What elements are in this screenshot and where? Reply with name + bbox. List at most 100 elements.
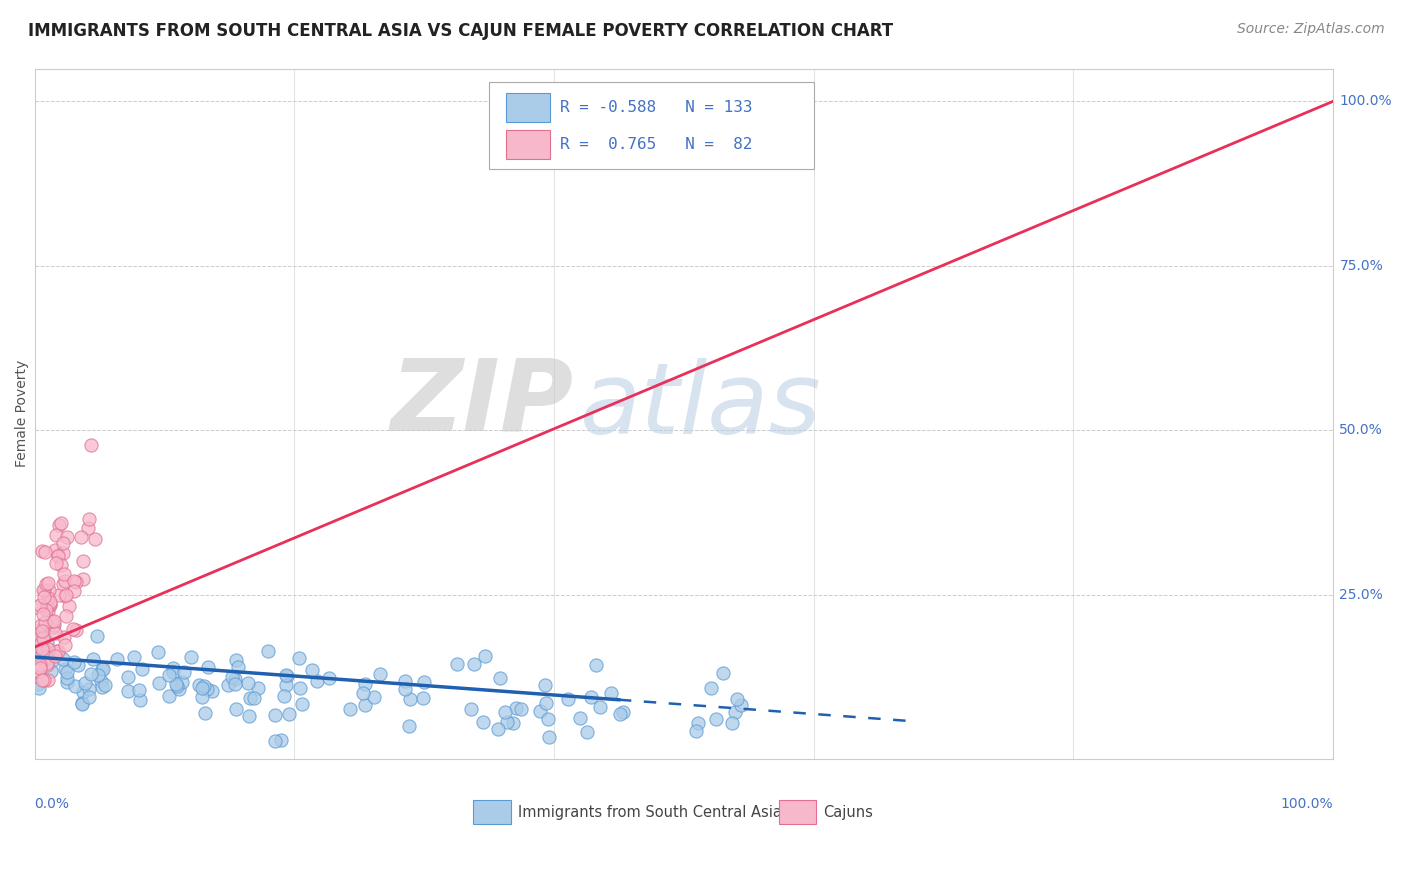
- Point: [37, 591, 59, 605]
- Point: [35, 599, 58, 613]
- Point: [238, 709, 260, 723]
- Point: [77, 681, 100, 696]
- Point: [201, 683, 224, 698]
- Point: [32, 607, 55, 621]
- Point: [412, 675, 434, 690]
- Point: [276, 668, 298, 682]
- Point: [394, 682, 416, 697]
- Point: [30, 636, 52, 650]
- Point: [58, 599, 80, 614]
- Point: [412, 691, 434, 706]
- Point: [32, 641, 55, 656]
- Point: [52, 536, 75, 550]
- Point: [44, 542, 66, 557]
- Point: [273, 690, 295, 704]
- FancyBboxPatch shape: [506, 94, 550, 122]
- Point: [122, 649, 145, 664]
- Point: [191, 690, 214, 705]
- Point: [257, 644, 280, 658]
- Point: [27, 650, 49, 665]
- Point: [129, 692, 152, 706]
- Text: atlas: atlas: [579, 359, 821, 455]
- Point: [34, 630, 56, 644]
- Point: [226, 659, 249, 673]
- Point: [612, 705, 634, 719]
- Point: [534, 696, 557, 710]
- Point: [394, 673, 416, 688]
- Point: [117, 683, 139, 698]
- Point: [41, 654, 63, 668]
- Point: [704, 712, 727, 726]
- Point: [53, 638, 76, 652]
- Point: [25, 664, 48, 678]
- Point: [80, 438, 103, 452]
- Point: [31, 624, 53, 638]
- Point: [537, 712, 560, 726]
- Point: [46, 644, 69, 658]
- Point: [35, 602, 58, 616]
- Point: [34, 545, 56, 559]
- Point: [82, 651, 104, 665]
- Point: [117, 670, 139, 684]
- Point: [264, 707, 287, 722]
- Point: [62, 584, 84, 599]
- Point: [55, 608, 77, 623]
- Point: [307, 673, 329, 688]
- Point: [72, 685, 94, 699]
- Point: [399, 691, 422, 706]
- Point: [91, 680, 114, 694]
- Point: [31, 544, 53, 558]
- Point: [291, 698, 314, 712]
- Point: [56, 671, 79, 685]
- Point: [224, 677, 246, 691]
- Point: [56, 530, 79, 544]
- Point: [77, 690, 100, 704]
- Point: [187, 678, 209, 692]
- Point: [225, 653, 247, 667]
- Point: [44, 626, 66, 640]
- Point: [56, 665, 79, 679]
- Point: [45, 557, 67, 571]
- Point: [197, 659, 219, 673]
- Point: [685, 724, 707, 739]
- Point: [79, 512, 101, 526]
- Point: [79, 667, 101, 681]
- Text: Immigrants from South Central Asia: Immigrants from South Central Asia: [517, 805, 782, 820]
- Point: [65, 679, 87, 693]
- Point: [38, 598, 60, 612]
- Point: [146, 645, 169, 659]
- Point: [221, 670, 243, 684]
- Point: [27, 632, 49, 647]
- Point: [533, 677, 555, 691]
- Point: [46, 548, 69, 562]
- Point: [486, 723, 509, 737]
- Point: [166, 680, 188, 694]
- Point: [25, 663, 48, 677]
- Point: [32, 582, 55, 597]
- Point: [495, 715, 517, 730]
- Point: [70, 696, 93, 710]
- Point: [35, 577, 58, 591]
- Point: [42, 618, 65, 632]
- Point: [31, 648, 53, 662]
- Point: [52, 652, 75, 666]
- Point: [53, 574, 76, 589]
- Point: [31, 631, 53, 645]
- Point: [94, 678, 117, 692]
- Point: [162, 661, 184, 675]
- Text: 0.0%: 0.0%: [35, 797, 69, 811]
- Text: R =  0.765   N =  82: R = 0.765 N = 82: [561, 137, 752, 152]
- Text: 100.0%: 100.0%: [1281, 797, 1333, 811]
- Point: [32, 583, 55, 598]
- Point: [243, 691, 266, 706]
- Point: [600, 686, 623, 700]
- Point: [173, 665, 195, 679]
- Point: [87, 668, 110, 682]
- Point: [162, 665, 184, 679]
- Text: 25.0%: 25.0%: [1340, 588, 1384, 601]
- Point: [30, 598, 52, 612]
- Point: [31, 673, 53, 687]
- Point: [236, 676, 259, 690]
- Point: [495, 705, 517, 719]
- Point: [246, 681, 269, 695]
